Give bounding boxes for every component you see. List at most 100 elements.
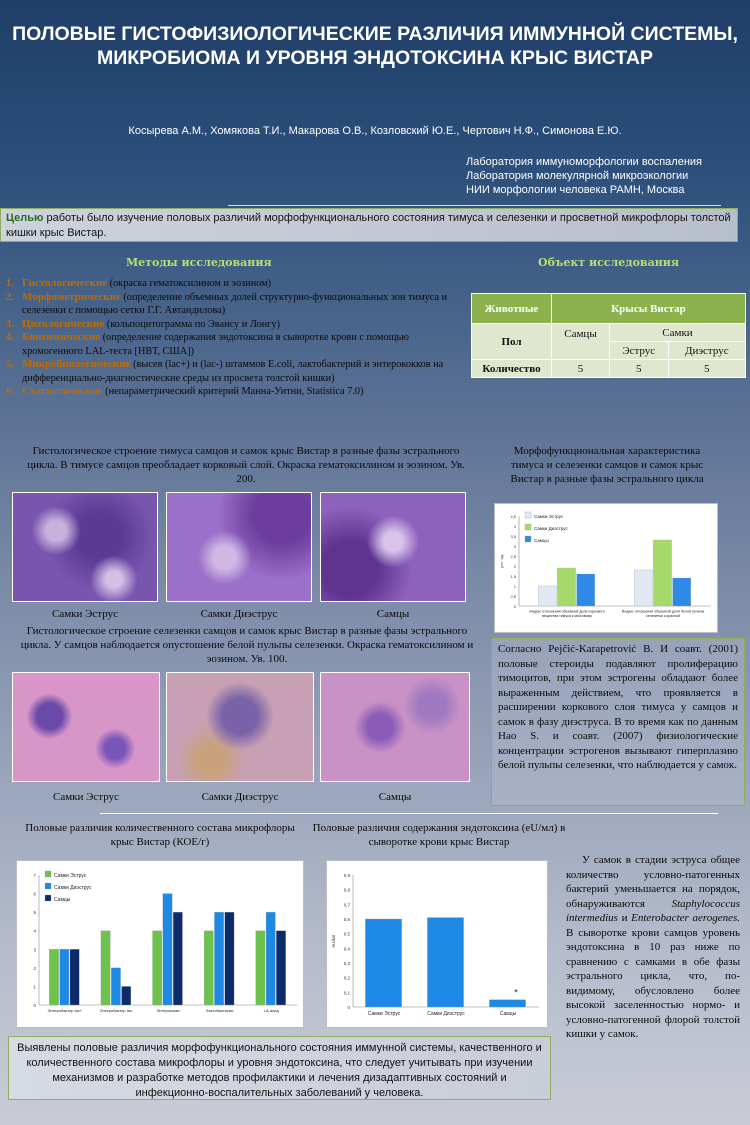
sex-label: Пол xyxy=(471,323,552,360)
micro-chart: 0 1 2 3 4 5 6 7 Энтеробактер lac+ Энтеробактер la… xyxy=(16,860,304,1028)
bar xyxy=(224,911,235,1006)
y-tick-label: 3,5 xyxy=(510,534,516,539)
animals-label: Животные xyxy=(471,293,552,324)
object-heading: Объект исследования xyxy=(538,256,680,269)
spleen-label-diestrus: Самки Диэструс xyxy=(201,791,279,803)
spleen-caption: Гистологическое строение селезенки самцо… xyxy=(20,625,474,665)
thymus-photo-estrus xyxy=(12,492,158,602)
bar xyxy=(672,577,691,607)
y-tick-label: 0 xyxy=(514,604,517,609)
x-tick-label: Индекс отношения объемной доли белой пул… xyxy=(622,610,705,619)
thymus-label-diestrus: Самки Диэструс xyxy=(200,608,278,620)
methods-heading: Методы исследования xyxy=(126,256,272,269)
affiliation-1: Лаборатория иммуноморфологии воспаления xyxy=(466,156,703,168)
y-tick-label: 0,4 xyxy=(344,946,351,951)
y-tick-label: 0 xyxy=(33,1003,36,1008)
bar xyxy=(69,949,80,1006)
thymus-caption: Гистологическое строение тимуса самцов и… xyxy=(27,445,465,485)
endo-heading: Половые различия содержания эндотоксина … xyxy=(312,822,566,848)
method-item: 3. Цитологические (кольпоцитограмма по Эв… xyxy=(6,317,281,330)
legend-swatch xyxy=(44,894,52,902)
x-tick-label: Энтеробактер lac- xyxy=(100,1008,134,1013)
y-tick-label: 1,5 xyxy=(510,574,516,579)
bar xyxy=(173,911,183,1006)
bar xyxy=(489,999,526,1008)
method-item: 2. Морфометрические (определение объемных… xyxy=(6,290,448,317)
morpho-chart-svg: 0 0,5 1 1,5 2 2,5 3 3,5 4 4,5 усл. ед. Индекс отнош… xyxy=(499,511,711,619)
bar xyxy=(427,917,464,1008)
diestrus-label: Диэструс xyxy=(667,341,747,360)
bar xyxy=(121,986,132,1006)
y-tick-label: 7 xyxy=(33,873,36,878)
y-tick-label: 0,9 xyxy=(344,873,351,878)
bar xyxy=(538,585,557,607)
method-item: 5. Микробиологические (высев (lac+) и (la… xyxy=(6,358,444,384)
y-tick-label: 1 xyxy=(33,984,36,989)
x-tick-label: Энтерококки xyxy=(156,1008,179,1013)
spleen-label-estrus: Самки Эструс xyxy=(53,791,119,803)
x-tick-label: Самки Эструс xyxy=(368,1011,401,1017)
thymus-photo-diestrus xyxy=(166,492,312,602)
females-label: Самки xyxy=(608,323,747,342)
x-tick-label: Индекс отношения объемной доли коркового… xyxy=(529,610,605,619)
poster-title: ПОЛОВЫЕ ГИСТОФИЗИОЛОГИЧЕСКИЕ РАЗЛИЧИЯ ИМ… xyxy=(12,23,738,69)
y-tick-label: 1 xyxy=(514,584,517,589)
y-tick-label: 0,5 xyxy=(510,594,516,599)
bar xyxy=(100,930,111,1006)
spleen-photo-estrus xyxy=(12,672,160,782)
y-tick-label: 2,5 xyxy=(510,554,516,559)
morpho-heading: Морфофункциональная характеристика тимус… xyxy=(510,445,704,485)
count-males: 5 xyxy=(551,359,610,378)
count-diestrus: 5 xyxy=(667,359,747,378)
literature-box: Согласно Pejčić-Karapetrović B. И соавт.… xyxy=(491,638,745,806)
y-tick-label: 0,2 xyxy=(344,976,351,981)
spleen-photo-males xyxy=(320,672,470,782)
bar xyxy=(365,918,402,1008)
micro-chart-svg: 0 1 2 3 4 5 6 7 Энтеробактер lac+ Энтеробактер la… xyxy=(33,870,297,1013)
thymus-label-estrus: Самки Эструс xyxy=(52,608,118,620)
micro-heading: Половые различия количественного состава… xyxy=(25,822,295,848)
y-tick-label: 0,5 xyxy=(344,932,351,937)
legend-swatch xyxy=(44,882,52,890)
y-tick-label: 0,3 xyxy=(344,961,351,966)
thymus-label-males: Самцы xyxy=(376,608,410,620)
bar xyxy=(203,930,214,1006)
bar xyxy=(557,567,576,607)
x-tick-label: Лактобактерии xyxy=(206,1008,234,1013)
count-label: Количество xyxy=(471,359,552,378)
legend-label: Самки Диэструс xyxy=(534,526,568,531)
bar xyxy=(214,911,224,1006)
authors: Косырева А.М., Хомякова Т.И., Макарова О… xyxy=(128,125,622,137)
spleen-photo-diestrus xyxy=(166,672,314,782)
y-tick-label: 0,1 xyxy=(344,990,351,995)
estrus-label: Эструс xyxy=(608,341,669,360)
y-axis-label: усл. ед. xyxy=(499,554,504,568)
method-item: 6. Статистические (непараметрический крит… xyxy=(6,385,364,397)
legend-swatch xyxy=(524,523,532,531)
y-tick-label: 3 xyxy=(33,947,36,952)
bar xyxy=(276,930,286,1006)
males-label: Самцы xyxy=(551,323,610,360)
y-tick-label: 2 xyxy=(514,564,517,569)
bar xyxy=(634,569,653,607)
object-table: Животные Крысы Вистар Пол Самцы Самки Эс… xyxy=(471,293,747,378)
y-tick-label: 0,6 xyxy=(344,917,351,922)
endo-chart: 0 0,1 0,2 0,3 0,4 0,5 0,6 0,7 0,8 0,9 eU/мл Самки Э… xyxy=(326,860,548,1028)
affiliation-3: НИИ морфологии человека РАМН, Москва xyxy=(466,184,685,196)
y-tick-label: 4 xyxy=(33,929,36,934)
legend-swatch xyxy=(524,535,532,543)
animals-value: Крысы Вистар xyxy=(551,293,746,324)
conclusion-box: Выявлены половые различия морфофункциона… xyxy=(8,1036,551,1100)
count-estrus: 5 xyxy=(608,359,669,378)
legend-label: Самки Эструс xyxy=(54,873,87,879)
bar xyxy=(49,949,59,1006)
bar xyxy=(653,539,672,607)
y-tick-label: 5 xyxy=(33,910,36,915)
significance-annotation: * xyxy=(514,988,518,998)
y-tick-label: 0,7 xyxy=(344,902,351,907)
methods-list: 1. Гистологические (окраска гематоксилино… xyxy=(6,277,466,399)
morpho-chart: 0 0,5 1 1,5 2 2,5 3 3,5 4 4,5 усл. ед. Индекс отнош… xyxy=(494,503,718,633)
aim-box: Целью работы было изучение половых разли… xyxy=(0,208,738,242)
thymus-photo-males xyxy=(320,492,466,602)
x-tick-label: Самки Диэструс xyxy=(427,1011,465,1017)
